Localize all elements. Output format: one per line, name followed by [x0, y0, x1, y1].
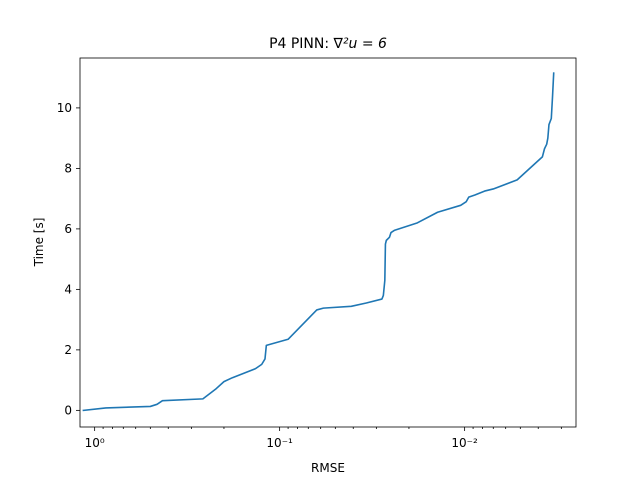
y-axis-label: Time [s] — [32, 218, 46, 268]
x-tick-label: 10⁰ — [85, 436, 105, 450]
y-tick-label: 4 — [64, 282, 72, 296]
chart-title-math: ∇²u = 6 — [333, 36, 387, 52]
plot-frame — [79, 57, 577, 428]
series-layer — [82, 72, 555, 412]
y-tick-label: 2 — [64, 343, 72, 357]
y-tick-label: 6 — [64, 222, 72, 236]
y-axis-ticks: 0 2 4 6 8 10 — [57, 101, 80, 417]
x-tick-label: 10⁻¹ — [266, 436, 293, 450]
x-axis-ticks: 10⁰ 10⁻¹ 10⁻² — [85, 427, 562, 450]
x-axis-label: RMSE — [311, 461, 345, 475]
y-tick-label: 10 — [57, 101, 72, 115]
y-tick-label: 8 — [64, 161, 72, 175]
y-tick-label: 0 — [64, 403, 72, 417]
series-line — [82, 72, 555, 412]
x-tick-label: 10⁻² — [451, 436, 478, 450]
chart-title-main: P4 PINN: — [269, 36, 333, 52]
chart-title: P4 PINN: ∇²u = 6 — [269, 36, 387, 52]
